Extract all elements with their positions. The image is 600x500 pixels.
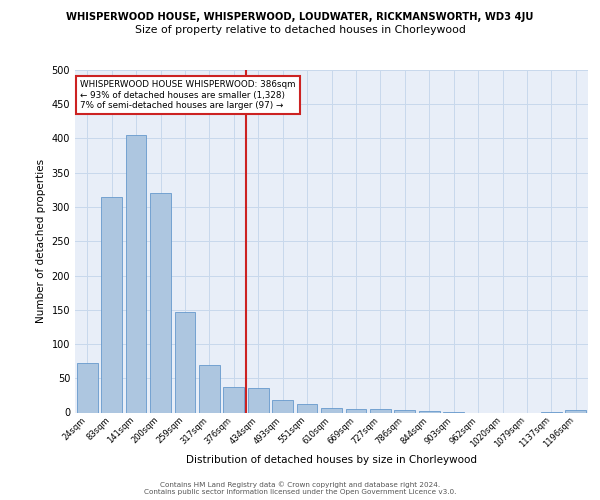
Bar <box>125 135 146 412</box>
Bar <box>175 312 196 412</box>
X-axis label: Distribution of detached houses by size in Chorleywood: Distribution of detached houses by size … <box>186 455 477 465</box>
Bar <box>296 404 317 412</box>
Bar <box>419 411 440 412</box>
Bar <box>248 388 269 412</box>
Bar <box>101 198 122 412</box>
Bar <box>150 194 171 412</box>
Bar <box>394 410 415 412</box>
Bar <box>321 408 342 412</box>
Bar <box>370 409 391 412</box>
Bar <box>272 400 293 412</box>
Bar <box>77 363 98 412</box>
Bar <box>199 364 220 412</box>
Bar <box>223 387 244 412</box>
Bar <box>346 409 367 412</box>
Y-axis label: Number of detached properties: Number of detached properties <box>36 159 46 324</box>
Bar <box>565 410 586 412</box>
Text: Size of property relative to detached houses in Chorleywood: Size of property relative to detached ho… <box>134 25 466 35</box>
Text: WHISPERWOOD HOUSE WHISPERWOOD: 386sqm
← 93% of detached houses are smaller (1,32: WHISPERWOOD HOUSE WHISPERWOOD: 386sqm ← … <box>80 80 296 110</box>
Text: WHISPERWOOD HOUSE, WHISPERWOOD, LOUDWATER, RICKMANSWORTH, WD3 4JU: WHISPERWOOD HOUSE, WHISPERWOOD, LOUDWATE… <box>67 12 533 22</box>
Text: Contains HM Land Registry data © Crown copyright and database right 2024.
Contai: Contains HM Land Registry data © Crown c… <box>144 482 456 495</box>
